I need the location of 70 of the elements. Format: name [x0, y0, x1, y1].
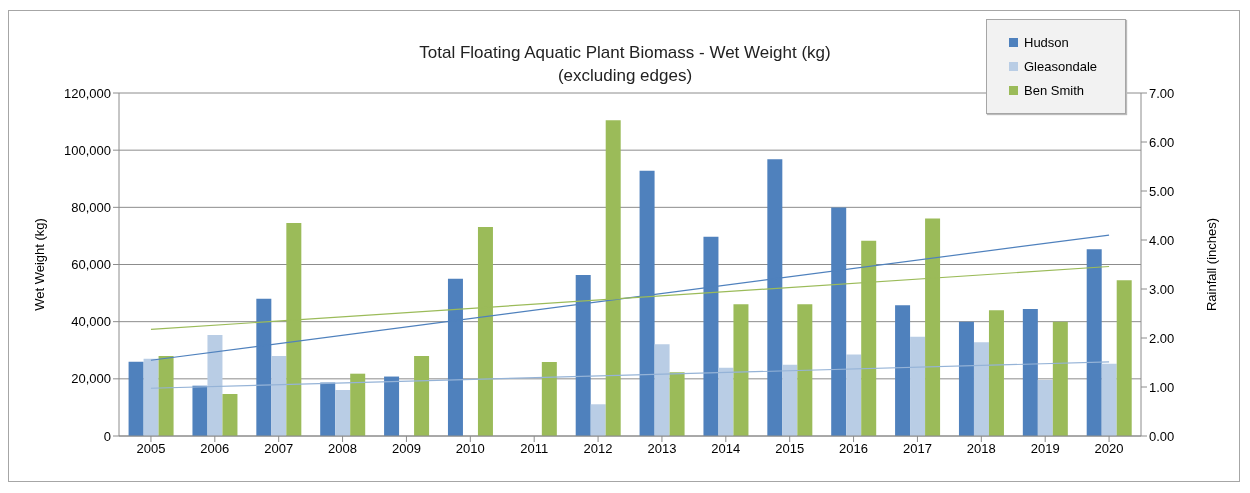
x-tick-label: 2020: [1094, 441, 1124, 457]
bar: [222, 393, 238, 436]
x-tick-label: 2014: [711, 441, 741, 457]
chart-subtitle: (excluding edges): [557, 66, 693, 85]
legend-label: Ben Smith: [1024, 83, 1084, 98]
legend-label: Gleasondale: [1024, 59, 1097, 74]
y-tick-label: 100,000: [64, 142, 111, 158]
bar: [128, 361, 144, 436]
x-tick-label: 2005: [136, 441, 166, 457]
bar: [350, 373, 366, 436]
bar: [541, 361, 557, 436]
bar: [158, 355, 174, 436]
bar: [782, 364, 798, 436]
bar: [414, 355, 430, 436]
x-tick-label: 2018: [966, 441, 996, 457]
y-tick-label: 60,000: [71, 257, 111, 273]
y2-tick-label: 6.00: [1149, 134, 1175, 150]
y2-axis-title: Rainfall (inches): [1203, 217, 1219, 312]
bar: [669, 372, 685, 436]
y2-tick-label: 5.00: [1149, 183, 1175, 199]
bar: [1086, 249, 1102, 436]
x-tick-label: 2010: [455, 441, 485, 457]
bar: [733, 304, 749, 436]
x-tick-label: 2009: [391, 441, 421, 457]
bar: [1116, 280, 1132, 436]
y2-tick-label: 0.00: [1149, 428, 1175, 444]
x-tick-label: 2017: [902, 441, 932, 457]
x-tick-label: 2016: [839, 441, 869, 457]
bar: [320, 382, 336, 436]
bar: [797, 304, 813, 436]
bar: [271, 355, 287, 436]
y-tick-label: 20,000: [71, 371, 111, 387]
y-tick-label: 120,000: [64, 85, 111, 101]
y2-tick-label: 2.00: [1149, 330, 1175, 346]
y-tick-label: 40,000: [71, 314, 111, 330]
x-tick-label: 2012: [583, 441, 613, 457]
x-tick-label: 2006: [200, 441, 230, 457]
bar: [1022, 309, 1038, 436]
y2-tick-label: 4.00: [1149, 232, 1175, 248]
bar: [590, 404, 606, 436]
x-tick-label: 2013: [647, 441, 677, 457]
bar: [143, 358, 159, 436]
y2-tick-label: 3.00: [1149, 281, 1175, 297]
bar: [718, 367, 734, 436]
bar: [192, 385, 208, 436]
x-tick-label: 2015: [775, 441, 805, 457]
x-tick-label: 2011: [520, 441, 549, 457]
y2-tick-label: 7.00: [1149, 85, 1175, 101]
bar: [1037, 379, 1053, 436]
x-tick-label: 2019: [1030, 441, 1060, 457]
chart-title: Total Floating Aquatic Plant Biomass - Wet Weight (kg): [419, 43, 831, 62]
bar: [654, 344, 670, 436]
bar: [973, 342, 989, 436]
bar: [988, 310, 1004, 436]
bar: [910, 336, 926, 436]
x-tick-label: 2007: [264, 441, 294, 457]
bar: [895, 305, 911, 436]
bar: [1052, 321, 1068, 436]
y-tick-label: 0: [103, 428, 111, 444]
bar: [1101, 363, 1117, 436]
y-axis-title: Wet Weight (kg): [31, 218, 47, 311]
legend-label: Hudson: [1024, 35, 1069, 50]
bar: [335, 389, 351, 436]
bar: [958, 321, 974, 436]
x-tick-label: 2008: [328, 441, 358, 457]
bar: [207, 335, 223, 436]
bar: [384, 376, 400, 436]
bar: [846, 354, 862, 436]
y-tick-label: 80,000: [71, 199, 111, 215]
y2-tick-label: 1.00: [1149, 379, 1175, 395]
